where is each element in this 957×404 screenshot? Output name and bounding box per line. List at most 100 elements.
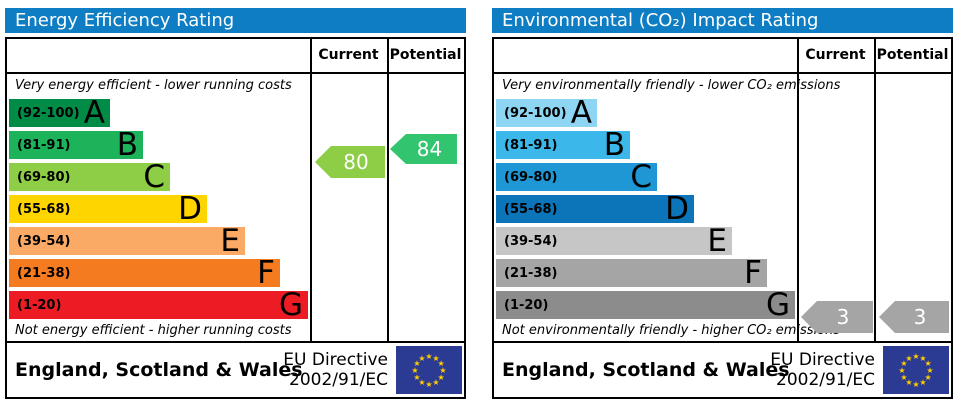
band-letter: E [220,223,240,259]
band-range: (81-91) [504,137,558,153]
band-range: (69-80) [504,169,558,185]
bands: (92-100) A (81-91) B (69-80) C (55-68) D (39-54)… [7,39,464,397]
band-range: (92-100) [504,105,567,121]
svg-text:★: ★ [438,359,445,368]
band-letter: F [744,255,762,291]
band-range: (1-20) [17,297,62,313]
svg-text:★: ★ [898,366,905,375]
current-rating-arrow: 3 [801,301,873,333]
potential-rating-arrow: 84 [390,134,457,164]
band-d: (55-68) D [9,191,207,227]
svg-text:★: ★ [900,359,907,368]
svg-text:★: ★ [925,359,932,368]
band-b: (81-91) B [9,127,143,163]
eu-directive-line2: 2002/91/EC [776,370,875,390]
band-d: (55-68) D [496,194,694,225]
band-range: (1-20) [504,297,549,313]
band-range: (92-100) [17,105,80,121]
band-e: (39-54) E [496,223,732,259]
svg-text:★: ★ [925,373,932,382]
band-f: (21-38) F [496,255,767,291]
svg-text:★: ★ [438,373,445,382]
column-divider [387,39,389,343]
rating-chart: Current Potential Very energy efficient … [5,37,466,399]
co2-impact-panel: Environmental (CO₂) Impact Rating Curren… [492,8,953,399]
band-g: (1-20) G [9,287,308,323]
band-letter: F [257,255,275,291]
potential-column-header: Potential [389,47,462,63]
band-range: (55-68) [17,201,71,217]
band-range: (55-68) [504,201,558,217]
svg-text:★: ★ [418,378,425,387]
band-range: (81-91) [17,137,71,153]
top-caption: Very environmentally friendly - lower CO… [502,78,841,93]
bottom-caption: Not energy efficient - higher running co… [15,323,292,338]
panel-title-bar: Energy Efficiency Rating [5,8,466,33]
band-letter: C [143,159,165,195]
band-c: (69-80) C [9,159,170,195]
svg-text:★: ★ [432,354,439,363]
svg-text:★: ★ [905,354,912,363]
current-column-header: Current [805,47,866,63]
svg-text:★: ★ [919,378,926,387]
panel-title-bar: Environmental (CO₂) Impact Rating [492,8,953,33]
band-b: (81-91) B [496,127,630,163]
eu-directive-line2: 2002/91/EC [289,370,388,390]
panel-title: Energy Efficiency Rating [15,10,235,31]
header-divider [7,72,464,74]
bottom-caption: Not environmentally friendly - higher CO… [502,323,841,338]
column-divider [797,39,799,343]
band-c: (69-80) C [496,159,657,195]
potential-rating-arrow: 3 [879,301,949,333]
eu-directive-label: EU Directive 2002/91/EC [283,350,388,390]
eu-directive-line1: EU Directive [283,350,388,370]
band-range: (39-54) [17,233,71,249]
current-rating-arrow: 80 [315,146,385,178]
svg-text:★: ★ [905,378,912,387]
svg-text:★: ★ [439,366,446,375]
eu-directive-line1: EU Directive [770,350,875,370]
band-letter: D [178,191,202,227]
svg-text:★: ★ [919,354,926,363]
column-divider [310,39,312,343]
band-letter: C [630,159,652,195]
svg-text:★: ★ [413,359,420,368]
eu-flag-icon: ★ ★★ ★★★ ★★★ ★★★ [883,346,949,394]
band-g: (1-20) G [496,290,795,321]
svg-text:★: ★ [432,378,439,387]
bands: (92-100) A (81-91) B (69-80) C (55-68) D (39-54)… [494,39,951,397]
potential-column-header: Potential [876,47,949,63]
current-column-header: Current [318,47,379,63]
eu-directive-label: EU Directive 2002/91/EC [770,350,875,390]
footer: England, Scotland & Wales EU Directive 2… [494,343,951,397]
band-range: (21-38) [504,265,558,281]
panel-title: Environmental (CO₂) Impact Rating [502,10,819,31]
band-letter: E [707,223,727,259]
column-divider [874,39,876,343]
region-label: England, Scotland & Wales [15,359,303,381]
svg-text:★: ★ [900,373,907,382]
svg-text:★: ★ [912,380,919,389]
svg-text:★: ★ [926,366,933,375]
rating-chart: Current Potential Very environmentally f… [492,37,953,399]
svg-text:★: ★ [425,352,432,361]
footer: England, Scotland & Wales EU Directive 2… [7,343,464,397]
band-letter: A [83,95,105,131]
svg-text:★: ★ [425,380,432,389]
eu-flag-icon: ★ ★★ ★★★ ★★★ ★★★ [396,346,462,394]
svg-text:★: ★ [413,373,420,382]
top-caption: Very energy efficient - lower running co… [15,78,292,93]
band-letter: A [570,95,592,131]
region-label: England, Scotland & Wales [502,359,790,381]
band-letter: B [603,127,625,163]
header-divider [494,72,951,74]
band-letter: G [278,287,303,323]
energy-efficiency-panel: Energy Efficiency Rating Current Potenti… [5,8,466,399]
band-range: (21-38) [17,265,71,281]
band-a: (92-100) A [496,95,597,131]
svg-text:★: ★ [912,352,919,361]
band-f: (21-38) F [9,255,280,291]
footer-divider [7,341,464,343]
band-letter: B [116,127,138,163]
